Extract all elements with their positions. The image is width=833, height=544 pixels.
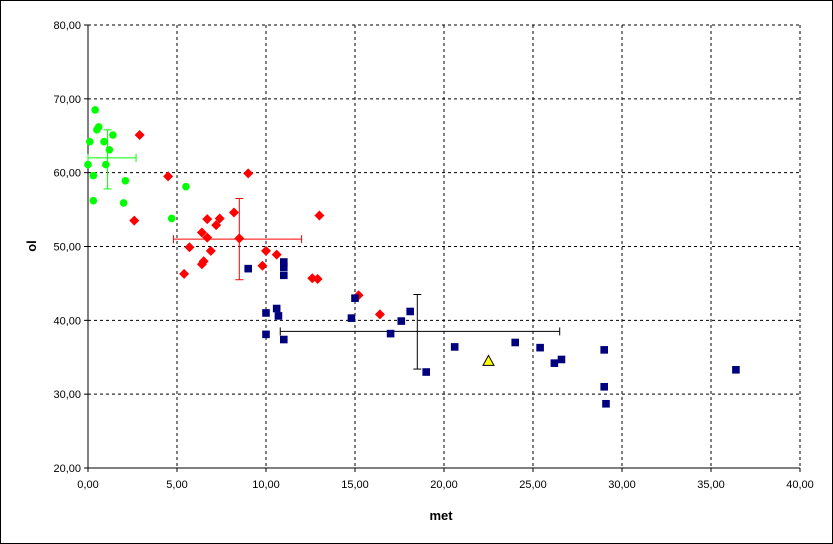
data-point-diamond xyxy=(243,168,254,179)
data-point-circle xyxy=(85,137,94,146)
data-point-diamond xyxy=(234,233,245,244)
data-point-square xyxy=(262,309,270,317)
data-point-square xyxy=(280,263,288,271)
data-point-square xyxy=(244,264,252,273)
data-point-diamond xyxy=(184,242,195,253)
data-point-square xyxy=(557,355,566,364)
data-point-triangle xyxy=(482,354,495,366)
data-point-circle xyxy=(105,145,114,154)
data-point-diamond xyxy=(202,232,213,243)
y-tick-label: 50,00 xyxy=(53,242,81,254)
x-tick-label: 35,00 xyxy=(697,479,725,491)
data-point-circle xyxy=(91,106,99,114)
data-point-diamond xyxy=(163,171,174,182)
data-point-square xyxy=(536,343,544,352)
data-point-square xyxy=(511,338,519,347)
y-tick-labels: 20,00 30,00 40,00 50,00 60,00 70,00 80,00 xyxy=(53,20,81,475)
data-point-circle xyxy=(89,196,98,205)
data-point-diamond xyxy=(196,259,207,270)
data-point-circle xyxy=(89,171,98,180)
error-bar xyxy=(87,129,137,190)
data-point-square xyxy=(450,343,459,351)
data-point-square xyxy=(397,317,406,325)
x-tick-label: 20,00 xyxy=(430,479,458,491)
data-point-circle xyxy=(94,123,103,131)
data-point-square xyxy=(280,335,288,344)
data-point-circle xyxy=(119,199,128,207)
data-point-square xyxy=(386,329,395,338)
x-tick-label: 5,00 xyxy=(166,479,187,491)
data-point-diamond xyxy=(205,245,216,256)
data-point-square xyxy=(280,258,288,266)
y-tick-label: 60,00 xyxy=(53,168,81,180)
data-point-circle xyxy=(121,176,130,185)
data-point-diamond xyxy=(261,245,271,256)
data-point-diamond xyxy=(196,227,207,238)
data-point-square xyxy=(347,314,356,322)
x-axis-title: met xyxy=(429,508,453,523)
data-point-diamond xyxy=(134,130,145,141)
data-point-circle xyxy=(102,160,110,169)
data-point-circle xyxy=(100,137,108,146)
axes xyxy=(84,24,801,472)
data-point-diamond xyxy=(374,309,385,320)
data-point-diamond xyxy=(202,214,213,225)
x-tick-label: 40,00 xyxy=(786,479,814,491)
data-point-square xyxy=(351,294,359,302)
data-point-diamond xyxy=(257,260,268,271)
data-point-square xyxy=(406,307,414,316)
data-point-square xyxy=(600,346,608,354)
y-tick-label: 20,00 xyxy=(53,463,81,475)
data-point-diamond xyxy=(271,249,282,260)
y-tick-label: 40,00 xyxy=(53,315,81,327)
y-tick-label: 70,00 xyxy=(53,94,81,106)
data-point-diamond xyxy=(214,213,225,224)
data-point-diamond xyxy=(129,215,140,226)
x-tick-label: 25,00 xyxy=(519,479,547,491)
data-point-square xyxy=(550,359,559,367)
data-point-square xyxy=(600,382,608,391)
data-point-square xyxy=(422,368,430,376)
data-point-diamond xyxy=(211,220,222,231)
data-point-circle xyxy=(84,160,92,169)
data-point-circle xyxy=(109,131,117,139)
data-point-diamond xyxy=(312,273,323,284)
data-point-circle xyxy=(182,182,190,191)
y-tick-label: 80,00 xyxy=(53,20,81,32)
x-tick-label: 0,00 xyxy=(77,479,98,491)
x-tick-label: 10,00 xyxy=(252,479,280,491)
data-point-square xyxy=(280,271,288,280)
data-point-diamond xyxy=(314,210,325,221)
y-tick-label: 30,00 xyxy=(53,389,81,401)
data-point-diamond xyxy=(179,268,190,279)
data-point-square xyxy=(602,399,610,408)
data-point-diamond xyxy=(228,207,239,218)
data-point-square xyxy=(732,366,740,374)
data-point-square xyxy=(262,330,270,339)
data-point-circle xyxy=(167,214,176,223)
x-tick-label: 30,00 xyxy=(608,479,636,491)
error-bar xyxy=(279,293,561,370)
data-point-square xyxy=(274,312,283,320)
data-points xyxy=(84,106,740,408)
x-tick-label: 15,00 xyxy=(341,479,369,491)
data-point-square xyxy=(272,304,281,313)
x-tick-labels: 0,00 5,00 10,00 15,00 20,00 25,00 30,00 35,00 40… xyxy=(77,479,813,491)
error-bars xyxy=(87,129,561,370)
grid-lines xyxy=(88,24,801,468)
y-axis-title: ol xyxy=(24,240,39,252)
